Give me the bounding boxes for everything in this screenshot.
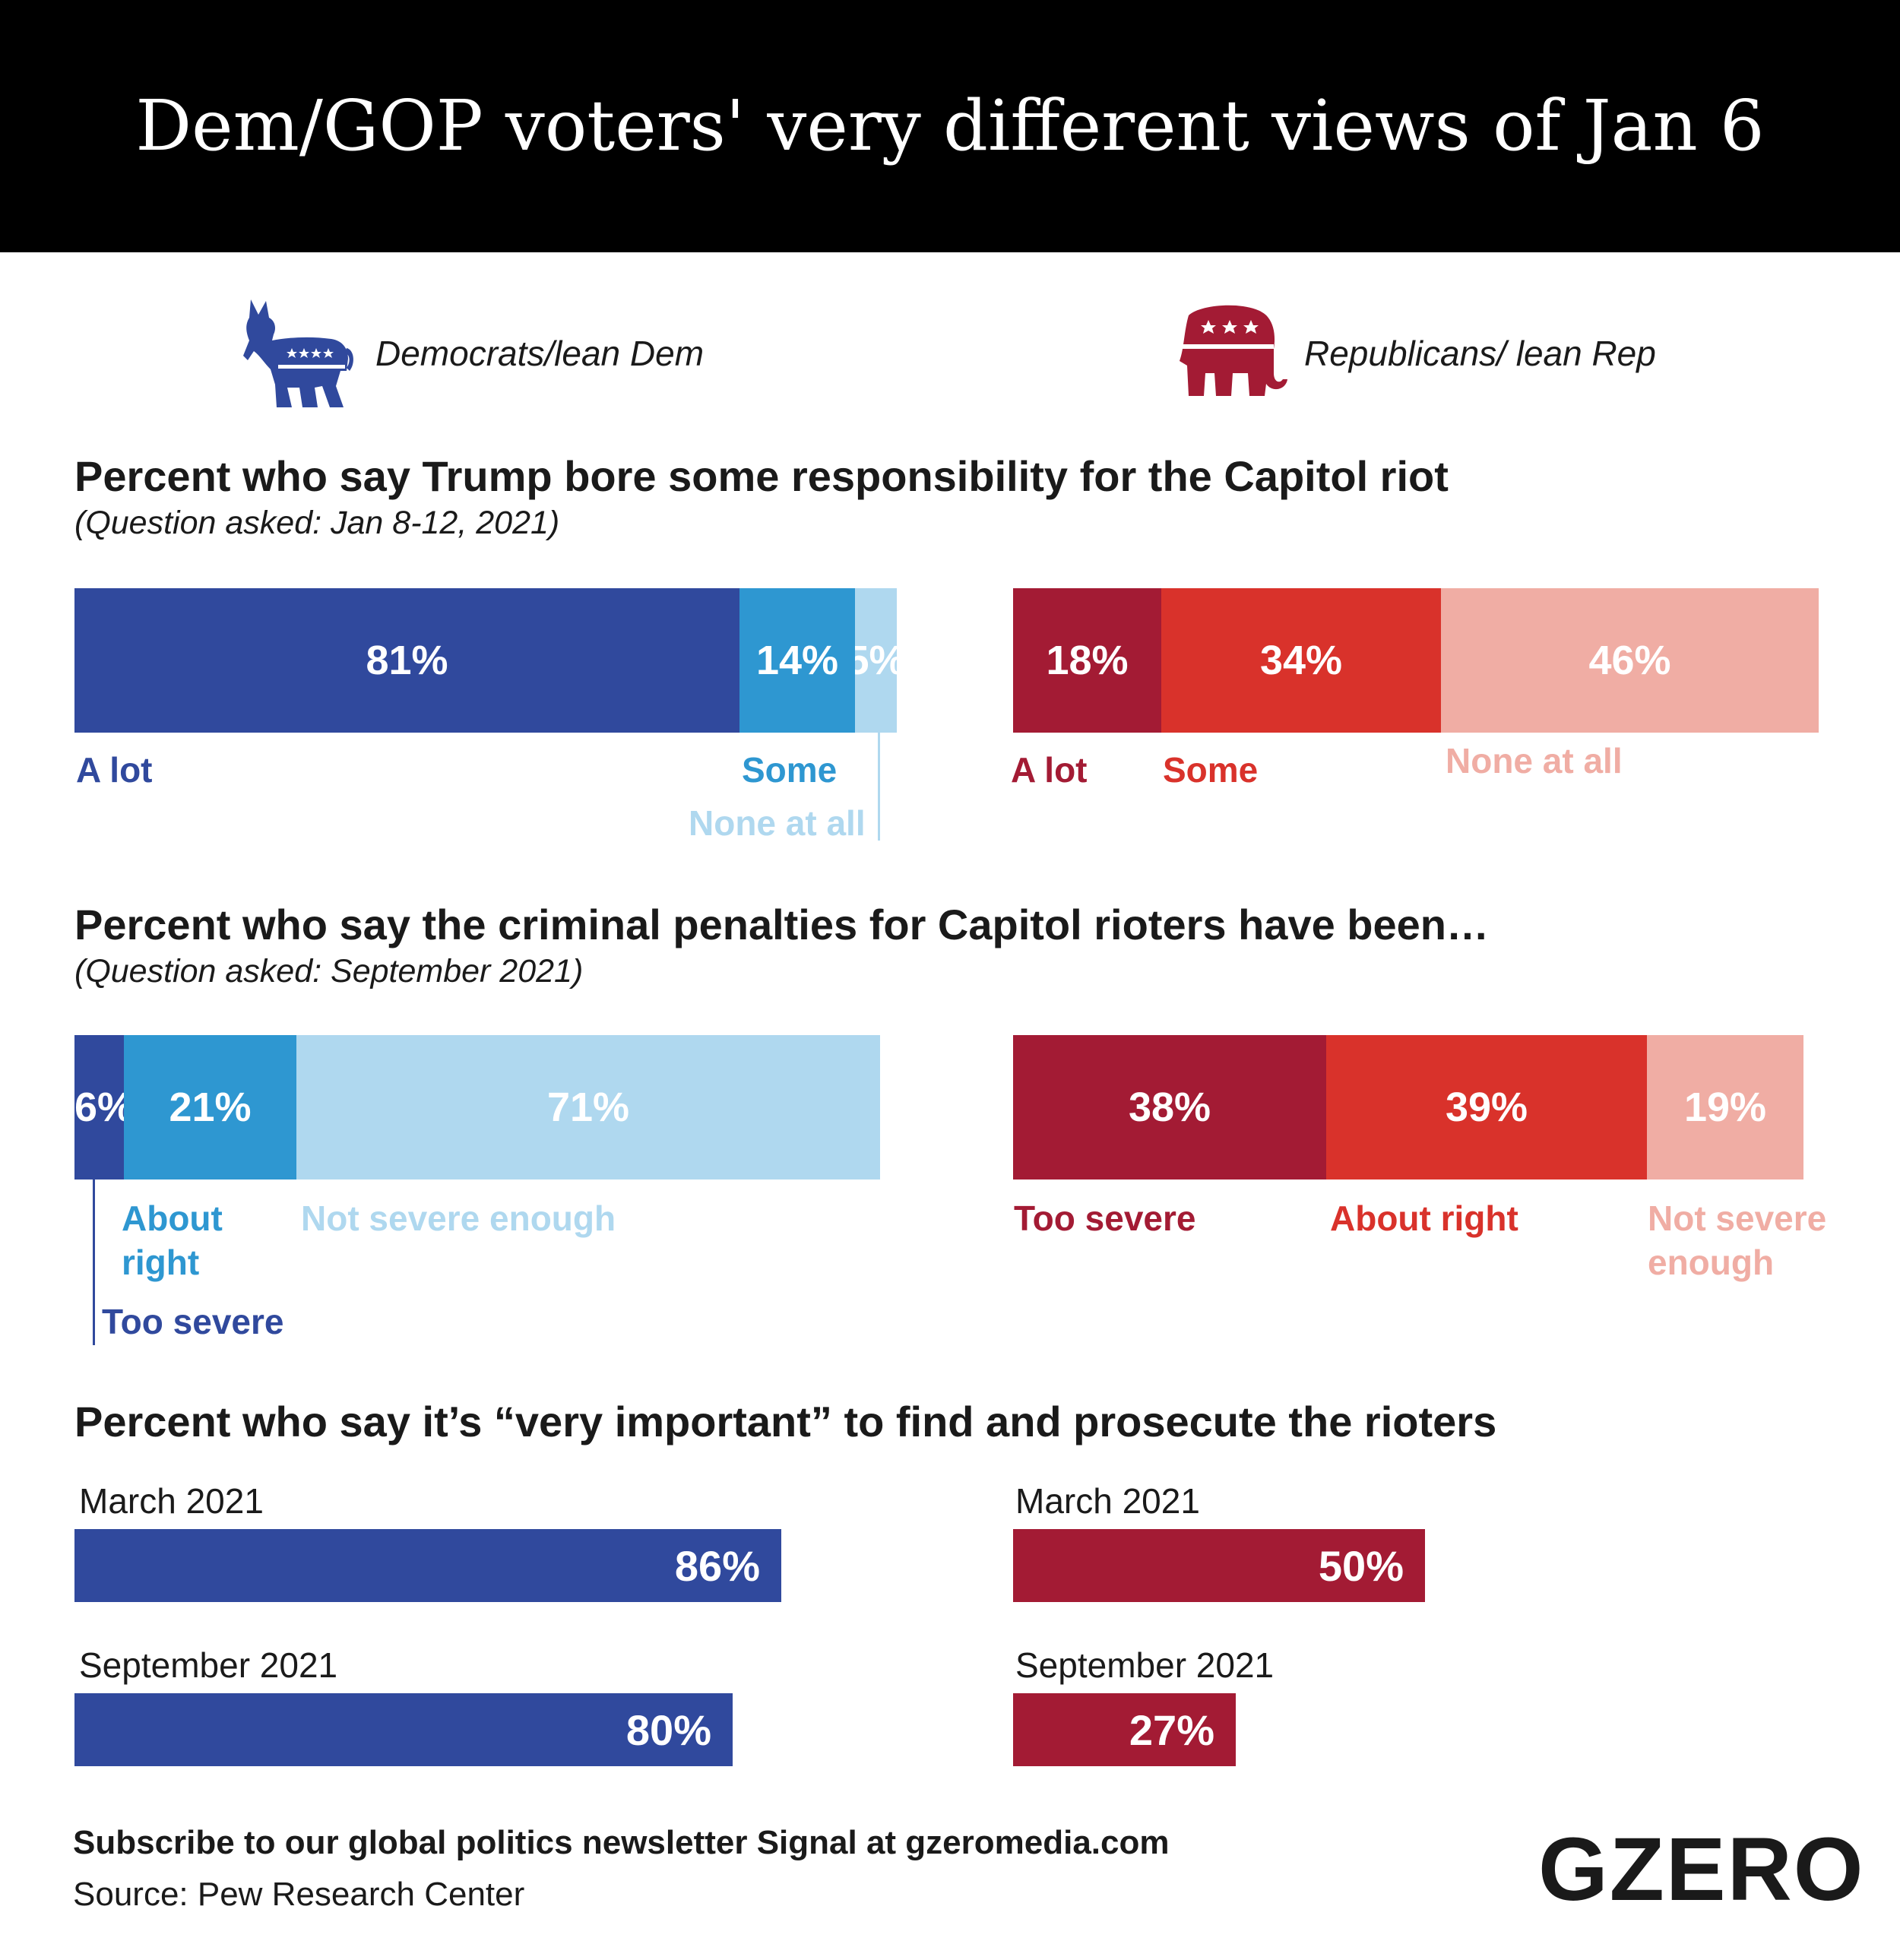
q3-rep-bar-sept: 27% — [1013, 1693, 1236, 1766]
q2-rep-seg-about-right: 39% — [1326, 1035, 1647, 1179]
q1-subtitle: (Question asked: Jan 8-12, 2021) — [74, 505, 560, 541]
q2-subtitle: (Question asked: September 2021) — [74, 953, 584, 989]
donkey-icon — [242, 295, 356, 409]
q1-rep-value-a-lot: 18% — [1046, 638, 1129, 683]
q2-title: Percent who say the criminal penalties f… — [74, 901, 1489, 948]
q3-dem-value-sept: 80% — [625, 1705, 711, 1754]
q1-rep-label-none: None at all — [1446, 741, 1623, 781]
q1-rep-seg-none: 46% — [1441, 588, 1819, 733]
q3-dem-period-sept: September 2021 — [79, 1645, 338, 1685]
q1-dem-seg-a-lot: 81% — [74, 588, 739, 733]
q2-rep-value-about-right: 39% — [1445, 1084, 1528, 1130]
q2-dem-seg-too-severe: 6% — [74, 1035, 134, 1179]
q1-rep-seg-a-lot: 18% — [1013, 588, 1161, 733]
q2-rep-value-not-severe: 19% — [1683, 1084, 1767, 1130]
q2-dem-label-about-right: About right — [122, 1198, 223, 1282]
elephant-icon — [1178, 300, 1289, 399]
q1-rep-value-none: 46% — [1588, 638, 1671, 683]
q1-dem-seg-some: 14% — [739, 588, 855, 733]
q1-rep-value-some: 34% — [1259, 638, 1343, 683]
q1-rep-label-some: Some — [1163, 750, 1259, 790]
q1-dem-label-a-lot: A lot — [76, 750, 153, 790]
page-title: Dem/GOP voters' very different views of … — [135, 85, 1765, 166]
q2-dem-leader-too-severe — [93, 1179, 95, 1345]
q2-rep-label-not-severe: Not severe enough — [1648, 1198, 1827, 1282]
q2-dem-bar: 6% 21% 71% — [74, 1035, 880, 1179]
q1-rep-bar: 18% 34% 46% — [1013, 588, 1819, 733]
q1-rep-seg-some: 34% — [1161, 588, 1441, 733]
q1-dem-value-some: 14% — [755, 638, 839, 683]
subscribe-note: Subscribe to our global politics newslet… — [73, 1824, 1170, 1861]
q1-dem-seg-none: 5% — [855, 588, 897, 733]
q1-dem-leader-none — [878, 733, 880, 841]
q3-rep-value-march: 50% — [1318, 1541, 1404, 1590]
q3-dem-value-march: 86% — [674, 1541, 760, 1590]
q2-rep-label-too-severe: Too severe — [1014, 1198, 1196, 1238]
q2-dem-label-not-severe: Not severe enough — [301, 1198, 616, 1238]
q3-rep-period-sept: September 2021 — [1015, 1645, 1275, 1685]
header-bar — [0, 0, 1900, 252]
q2-dem-value-not-severe: 71% — [546, 1084, 630, 1130]
q3-title: Percent who say it’s “very important” to… — [74, 1398, 1497, 1445]
q2-dem-label-too-severe: Too severe — [102, 1302, 284, 1341]
q1-dem-bar: 81% 14% 5% — [74, 588, 897, 733]
q1-rep-label-a-lot: A lot — [1011, 750, 1088, 790]
q2-rep-seg-too-severe: 38% — [1013, 1035, 1326, 1179]
q3-dem-bar-march: 86% — [74, 1529, 781, 1602]
q3-rep-bar-march: 50% — [1013, 1529, 1425, 1602]
q3-rep-period-march: March 2021 — [1015, 1481, 1200, 1521]
q2-dem-seg-about-right: 21% — [124, 1035, 296, 1179]
q3-rep-value-sept: 27% — [1129, 1705, 1214, 1754]
rep-legend-label: Republicans/ lean Rep — [1304, 334, 1656, 373]
dem-legend-label: Democrats/lean Dem — [375, 334, 705, 373]
q2-dem-value-about-right: 21% — [169, 1084, 252, 1130]
source-note: Source: Pew Research Center — [73, 1876, 525, 1913]
q1-dem-label-some: Some — [742, 750, 838, 790]
q2-rep-value-too-severe: 38% — [1128, 1084, 1211, 1130]
q2-dem-seg-not-severe: 71% — [296, 1035, 880, 1179]
q1-dem-label-none: None at all — [689, 803, 866, 843]
gzero-logo: GZERO — [1538, 1819, 1865, 1920]
q3-dem-bar-sept: 80% — [74, 1693, 733, 1766]
q2-rep-seg-not-severe: 19% — [1647, 1035, 1803, 1179]
q1-dem-value-a-lot: 81% — [366, 638, 448, 683]
q2-rep-bar: 38% 39% 19% — [1013, 1035, 1803, 1179]
q1-title: Percent who say Trump bore some responsi… — [74, 452, 1449, 500]
q3-dem-period-march: March 2021 — [79, 1481, 264, 1521]
q1-dem-value-none: 5% — [855, 638, 897, 683]
q2-rep-label-about-right: About right — [1330, 1198, 1518, 1238]
